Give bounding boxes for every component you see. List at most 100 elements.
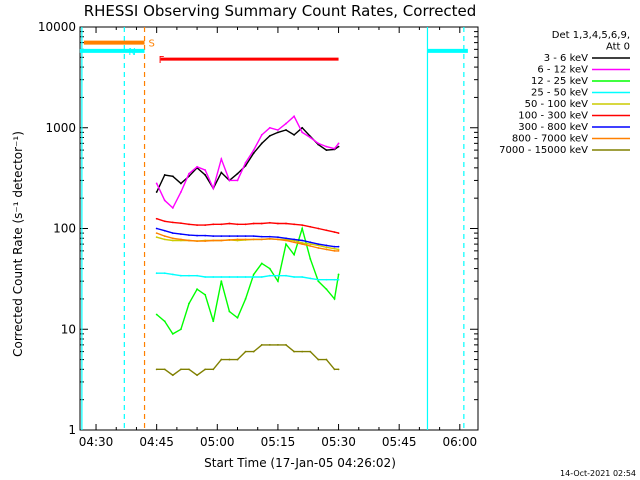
data-point bbox=[268, 237, 271, 240]
legend-entry-label: 100 - 300 keV bbox=[518, 111, 588, 122]
data-point bbox=[244, 235, 247, 238]
data-point bbox=[204, 174, 207, 176]
data-point bbox=[163, 272, 166, 275]
data-point bbox=[252, 238, 255, 241]
data-point bbox=[337, 249, 340, 252]
chart-title: RHESSI Observing Summary Count Rates, Co… bbox=[84, 2, 477, 20]
data-point bbox=[163, 229, 166, 232]
data-point bbox=[188, 239, 190, 242]
data-point bbox=[333, 368, 336, 371]
data-point bbox=[285, 343, 287, 346]
data-point bbox=[317, 247, 320, 249]
data-point bbox=[268, 135, 271, 137]
data-point bbox=[260, 142, 263, 145]
series-line-7 bbox=[156, 227, 339, 248]
data-point bbox=[236, 172, 239, 175]
data-point bbox=[171, 221, 174, 224]
legend-entry-label: 3 - 6 keV bbox=[544, 53, 588, 64]
night-label: N bbox=[128, 47, 135, 58]
data-point bbox=[301, 224, 304, 227]
data-point bbox=[277, 131, 279, 134]
legend-header: Det 1,3,4,5,6,9, bbox=[552, 30, 630, 41]
data-point bbox=[252, 152, 255, 155]
data-point bbox=[204, 240, 207, 242]
data-point bbox=[252, 235, 255, 238]
data-point bbox=[220, 280, 223, 283]
data-point bbox=[285, 243, 287, 246]
data-point bbox=[277, 129, 279, 131]
data-point bbox=[155, 191, 158, 193]
x-tick-label: 06:00 bbox=[443, 435, 478, 449]
data-point bbox=[260, 343, 263, 346]
data-point bbox=[220, 235, 223, 238]
data-point bbox=[260, 276, 263, 278]
data-point bbox=[155, 227, 158, 230]
data-point bbox=[180, 191, 182, 193]
data-point bbox=[260, 238, 263, 241]
data-point bbox=[277, 280, 279, 283]
y-tick-label: 100 bbox=[53, 222, 76, 236]
data-point bbox=[325, 145, 328, 148]
data-point bbox=[277, 236, 279, 239]
data-point bbox=[171, 239, 174, 242]
data-point bbox=[236, 358, 239, 361]
data-point bbox=[337, 248, 340, 251]
data-point bbox=[220, 223, 223, 226]
data-point bbox=[171, 237, 174, 240]
data-point bbox=[228, 276, 231, 278]
data-point bbox=[236, 316, 239, 319]
data-point bbox=[309, 225, 312, 228]
data-point bbox=[228, 179, 231, 182]
x-tick-label: 04:30 bbox=[79, 435, 114, 449]
data-point bbox=[277, 343, 279, 346]
data-point bbox=[244, 238, 247, 241]
legend-entry-label: 300 - 800 keV bbox=[518, 122, 588, 133]
data-point bbox=[317, 278, 320, 281]
data-point bbox=[277, 222, 279, 225]
data-point bbox=[196, 234, 198, 237]
x-tick-label: 05:15 bbox=[261, 435, 296, 449]
data-point bbox=[196, 288, 198, 291]
data-point bbox=[188, 172, 190, 175]
data-point bbox=[252, 276, 255, 278]
data-point bbox=[228, 235, 231, 238]
data-point bbox=[325, 229, 328, 232]
data-point bbox=[301, 126, 304, 129]
y-tick-label: 10 bbox=[61, 322, 76, 336]
data-point bbox=[220, 239, 223, 242]
data-point bbox=[252, 273, 255, 276]
data-point bbox=[309, 257, 312, 260]
data-point bbox=[301, 131, 304, 134]
data-point bbox=[155, 368, 158, 371]
data-point bbox=[155, 182, 158, 185]
data-point bbox=[337, 145, 340, 148]
legend-entry-label: 12 - 25 keV bbox=[531, 76, 588, 87]
data-point bbox=[333, 147, 336, 150]
data-point bbox=[337, 245, 340, 248]
data-point bbox=[285, 237, 287, 240]
data-point bbox=[244, 276, 247, 278]
data-point bbox=[309, 277, 312, 280]
data-point bbox=[204, 224, 207, 227]
data-point bbox=[196, 165, 198, 168]
data-point bbox=[260, 222, 263, 225]
x-axis-label: Start Time (17-Jan-05 04:26:02) bbox=[204, 456, 396, 470]
data-point bbox=[212, 239, 215, 242]
data-point bbox=[293, 276, 295, 278]
data-point bbox=[277, 274, 279, 277]
data-point bbox=[337, 278, 340, 281]
flare-label: F bbox=[159, 55, 165, 66]
data-point bbox=[293, 253, 295, 256]
data-point bbox=[337, 273, 340, 276]
data-point bbox=[317, 358, 320, 361]
data-point bbox=[317, 142, 320, 145]
data-point bbox=[333, 278, 336, 281]
data-point bbox=[196, 374, 198, 377]
data-point bbox=[220, 358, 223, 361]
data-point bbox=[268, 274, 271, 277]
series-line-3 bbox=[156, 225, 340, 335]
data-point bbox=[317, 243, 320, 246]
data-point bbox=[228, 310, 231, 313]
x-tick-label: 04:45 bbox=[139, 435, 174, 449]
